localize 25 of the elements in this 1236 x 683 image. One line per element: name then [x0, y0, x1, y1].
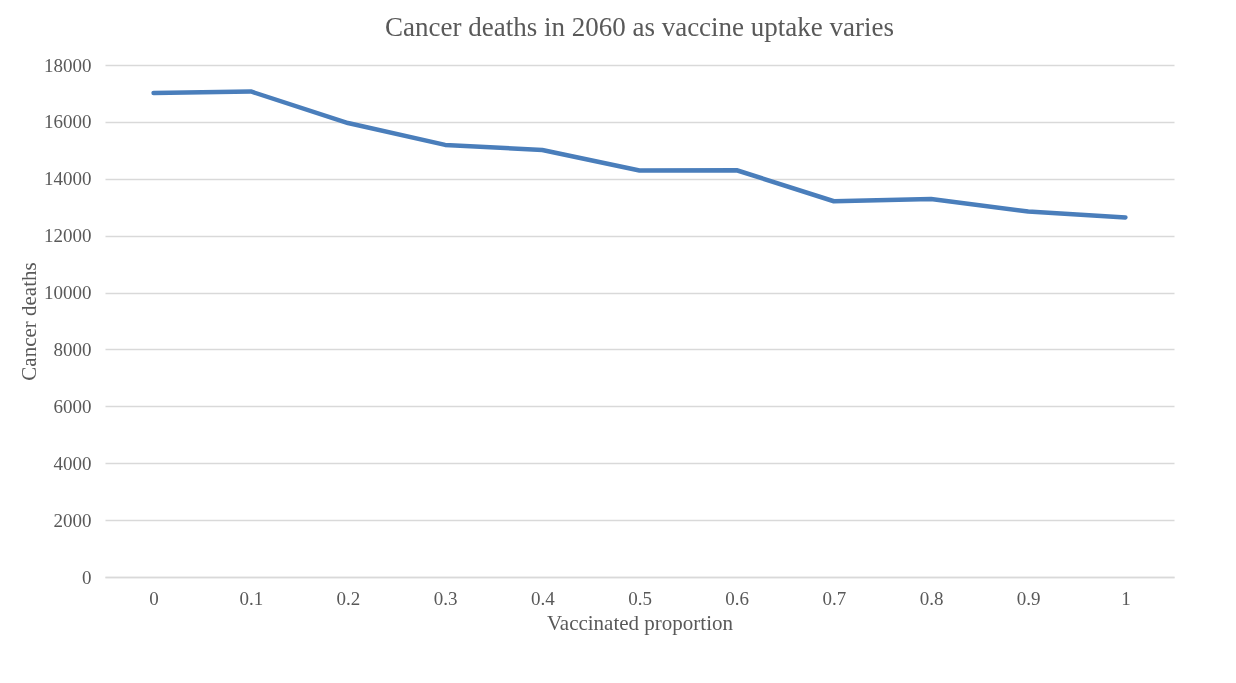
y-tick-label: 12000 — [44, 225, 92, 247]
y-tick-label: 8000 — [53, 338, 92, 360]
y-axis-title: Cancer deaths — [17, 262, 41, 381]
y-tick-label: 14000 — [44, 168, 92, 190]
x-tick-label: 0.2 — [336, 587, 361, 609]
y-tick-label: 18000 — [44, 54, 92, 76]
y-tick-label: 2000 — [53, 509, 92, 531]
y-tick-label: 6000 — [53, 395, 92, 417]
y-tick-label: 4000 — [53, 452, 92, 474]
chart-title: Cancer deaths in 2060 as vaccine uptake varies — [384, 12, 895, 42]
y-tick-label: 16000 — [44, 111, 92, 133]
x-tick-label: 0 — [149, 587, 159, 609]
x-tick-label: 0.8 — [919, 587, 944, 609]
x-tick-label: 0.4 — [530, 587, 556, 609]
x-tick-label: 0.6 — [725, 587, 750, 609]
y-tick-label: 10000 — [44, 282, 92, 304]
x-tick-label: 0.9 — [1016, 587, 1041, 609]
x-tick-label: 0.5 — [628, 587, 652, 609]
x-tick-label: 0.7 — [822, 587, 847, 609]
x-tick-label: 0.3 — [433, 587, 458, 609]
line-series — [151, 89, 1128, 220]
x-axis-title: Vaccinated proportion — [546, 610, 734, 635]
y-tick-label: 0 — [82, 566, 92, 588]
x-tick-label: 0.1 — [239, 587, 264, 609]
x-tick-label: 1 — [1121, 587, 1131, 609]
